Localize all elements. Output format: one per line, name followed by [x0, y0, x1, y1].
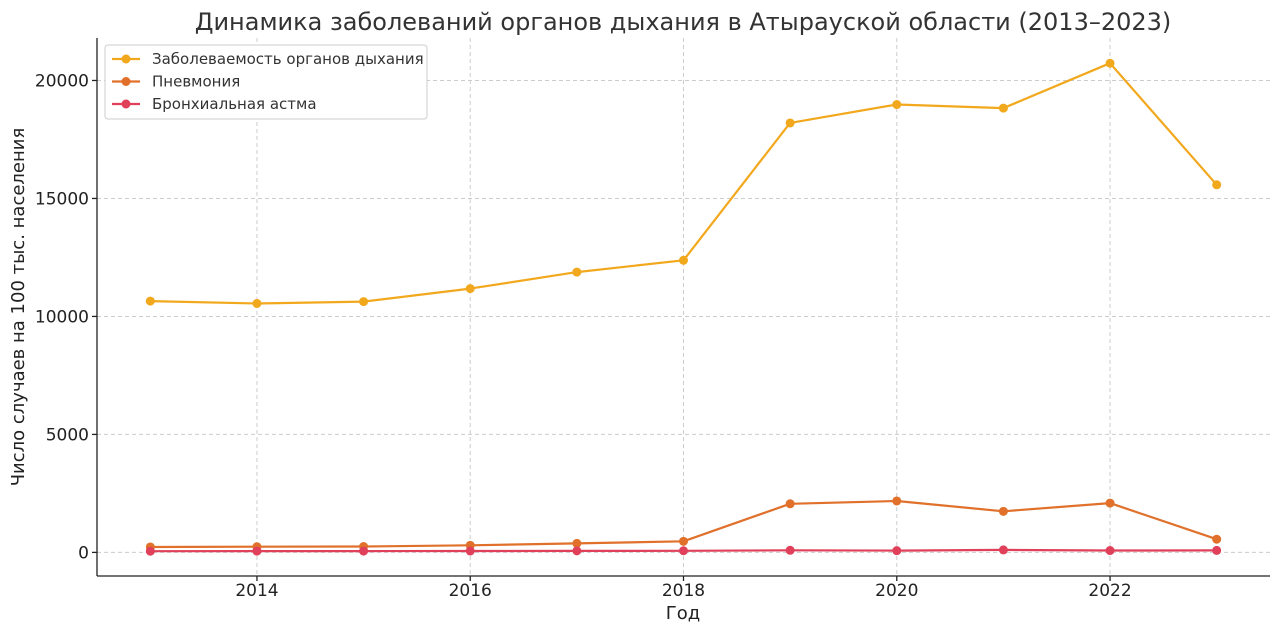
x-tick-label: 2020	[875, 581, 918, 601]
data-point	[892, 496, 902, 506]
data-point	[145, 546, 155, 556]
data-point	[252, 298, 262, 308]
data-point	[1105, 58, 1115, 68]
data-point	[679, 255, 688, 265]
legend-item: Бронхиальная астма	[112, 95, 317, 113]
data-point	[1212, 180, 1222, 190]
data-point	[145, 296, 155, 306]
data-point	[572, 546, 582, 556]
x-tick-label: 2016	[449, 581, 492, 601]
legend-label: Бронхиальная астма	[152, 95, 317, 113]
data-point	[785, 118, 795, 128]
data-point	[465, 284, 475, 294]
data-point	[572, 267, 582, 277]
data-point	[1105, 498, 1115, 508]
data-point	[892, 546, 902, 556]
data-point	[252, 546, 262, 556]
data-point	[1105, 546, 1115, 556]
y-tick-label: 0	[78, 543, 89, 563]
x-tick-label: 2018	[662, 581, 705, 601]
data-point	[998, 506, 1008, 516]
data-point	[998, 545, 1008, 555]
y-tick-label: 20000	[35, 71, 89, 91]
y-tick-label: 15000	[35, 189, 89, 209]
data-point	[572, 538, 582, 548]
data-point	[785, 499, 795, 509]
data-point	[359, 297, 369, 307]
legend-marker	[121, 77, 131, 86]
x-tick-label: 2022	[1088, 581, 1131, 601]
legend-marker	[121, 99, 131, 109]
legend-item: Заболеваемость органов дыхания	[112, 50, 424, 68]
legend-label: Заболеваемость органов дыхания	[152, 50, 424, 68]
data-point	[679, 536, 688, 546]
y-tick-label: 5000	[46, 425, 89, 445]
legend-box	[104, 44, 428, 120]
data-point	[679, 546, 688, 556]
legend-item: Пневмония	[112, 73, 240, 91]
data-point	[465, 546, 475, 556]
legend-marker	[121, 54, 131, 64]
chart-title: Динамика заболеваний органов дыхания в А…	[195, 8, 1172, 36]
series-2	[145, 545, 1222, 556]
legend-label: Пневмония	[152, 73, 240, 91]
series-0	[145, 58, 1222, 308]
tick-labels: 0 5000 10000 15000 20000 2014 2016 2018 2020 2022	[35, 71, 1132, 601]
data-point	[892, 100, 902, 110]
data-point	[998, 103, 1008, 113]
legend: Заболеваемость органов дыхания Пневмония Б…	[104, 44, 428, 120]
data-point	[1212, 534, 1222, 544]
x-axis-label: Год	[666, 603, 700, 624]
y-axis-label: Число случаев на 100 тыс. населения	[8, 128, 29, 487]
data-point	[1212, 545, 1222, 555]
data-point	[785, 545, 795, 555]
x-tick-label: 2014	[235, 581, 278, 601]
data-point	[359, 546, 369, 556]
y-tick-label: 10000	[35, 307, 89, 327]
series	[145, 58, 1222, 556]
